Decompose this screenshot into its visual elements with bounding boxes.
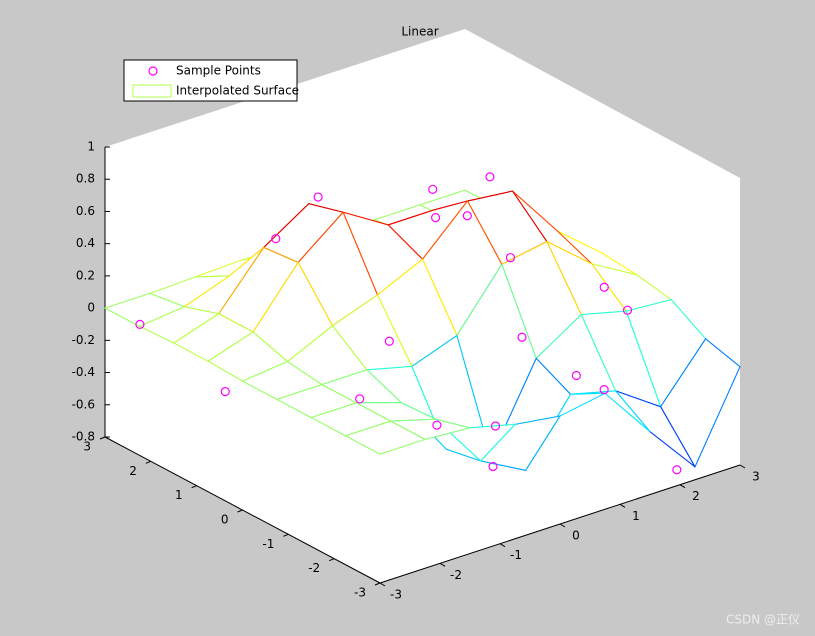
z-tick-label: 1	[87, 140, 95, 154]
x-tick-label: 2	[692, 489, 700, 503]
z-tick-label: -0.2	[72, 333, 95, 347]
z-tick-label: 0.4	[76, 236, 95, 250]
x-tick-label: -3	[390, 588, 402, 602]
legend-marker	[148, 66, 158, 76]
y-tick-label: 2	[129, 464, 137, 478]
sample-point	[430, 212, 441, 223]
legend-swatch	[132, 84, 172, 98]
x-tick-label: -2	[450, 568, 462, 582]
x-tick	[619, 503, 626, 508]
z-tick-label: 0	[87, 301, 95, 315]
sample-point	[571, 370, 581, 381]
sample-point	[599, 385, 609, 395]
legend-label: Interpolated Surface	[176, 84, 299, 98]
y-tick-label: 1	[175, 488, 183, 502]
sample-point	[505, 253, 516, 263]
y-tick-label: -2	[308, 561, 320, 575]
y-tick-label: -1	[262, 537, 274, 551]
x-tick	[559, 523, 566, 528]
sample-point	[220, 387, 230, 397]
y-tick	[283, 533, 289, 537]
y-tick-label: -3	[354, 586, 366, 600]
sample-point	[428, 184, 438, 194]
mesh-cell	[344, 420, 427, 455]
sample-point	[488, 461, 498, 472]
sample-point	[672, 465, 682, 475]
sample-point	[384, 336, 394, 346]
z-tick-label: -0.4	[72, 365, 95, 379]
z-tick-label: 0.8	[76, 172, 95, 186]
z-tick-label: 0.6	[76, 204, 95, 218]
sample-point	[432, 420, 442, 430]
sample-point	[485, 172, 495, 182]
y-tick	[191, 485, 197, 489]
x-tick	[499, 543, 506, 548]
sample-point	[517, 332, 527, 342]
sample-point	[135, 319, 145, 329]
y-tick	[237, 509, 243, 513]
y-tick	[328, 558, 335, 562]
x-tick-label: 1	[632, 509, 640, 523]
z-tick-label: 0.2	[76, 268, 95, 282]
sample-point	[271, 234, 281, 244]
watermark: CSDN @正仪	[726, 613, 800, 627]
x-tick-label: 0	[572, 529, 580, 543]
sample-point	[622, 305, 633, 315]
y-tick	[374, 582, 381, 586]
sample-point	[313, 192, 323, 202]
y-tick-label: 0	[221, 513, 229, 527]
x-tick	[739, 464, 746, 469]
chart-title: Linear	[401, 25, 438, 39]
y-tick	[145, 460, 152, 464]
sample-point	[599, 282, 609, 292]
sample-point	[355, 394, 365, 404]
x-tick	[679, 484, 686, 489]
x-tick	[439, 562, 446, 567]
x-tick-label: -1	[510, 548, 522, 562]
sample-point	[490, 421, 501, 431]
sample-point	[462, 211, 472, 221]
y-tick-label: 3	[83, 440, 91, 454]
z-tick-label: -0.6	[72, 397, 95, 411]
x-tick	[379, 582, 386, 587]
legend-label: Sample Points	[176, 64, 261, 78]
x-tick-label: 3	[752, 470, 760, 484]
z-tick-label: -0.8	[72, 430, 95, 444]
y-tick	[99, 436, 106, 440]
